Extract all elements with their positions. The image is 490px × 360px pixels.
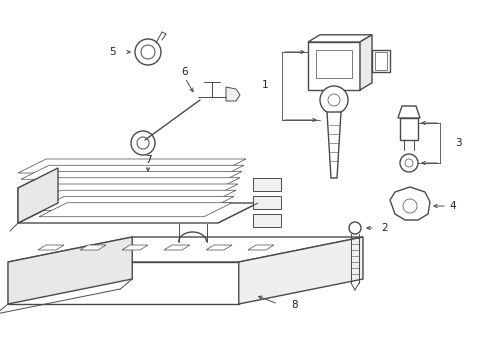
Polygon shape	[8, 262, 239, 304]
Polygon shape	[308, 35, 372, 42]
Bar	[253, 178, 281, 191]
Polygon shape	[327, 112, 341, 178]
Polygon shape	[38, 245, 64, 250]
Circle shape	[135, 39, 161, 65]
Polygon shape	[30, 184, 238, 198]
Circle shape	[405, 159, 413, 167]
Text: 5: 5	[109, 47, 115, 57]
Bar	[372, 50, 390, 72]
Text: 4: 4	[450, 201, 456, 211]
Circle shape	[403, 199, 417, 213]
Text: 2: 2	[382, 223, 388, 233]
Polygon shape	[18, 168, 58, 223]
Polygon shape	[27, 178, 240, 192]
Text: 3: 3	[455, 138, 461, 148]
Text: 8: 8	[292, 300, 298, 310]
Circle shape	[328, 94, 340, 106]
Bar	[400, 118, 418, 140]
Bar	[253, 196, 281, 209]
Circle shape	[400, 154, 418, 172]
Polygon shape	[122, 245, 148, 250]
Circle shape	[349, 222, 361, 234]
Polygon shape	[226, 87, 240, 101]
Polygon shape	[248, 245, 274, 250]
Polygon shape	[18, 159, 246, 173]
Polygon shape	[206, 245, 232, 250]
Polygon shape	[21, 165, 244, 179]
Polygon shape	[8, 237, 132, 304]
Circle shape	[131, 131, 155, 155]
Circle shape	[320, 86, 348, 114]
Polygon shape	[390, 187, 430, 220]
Polygon shape	[398, 106, 420, 118]
Polygon shape	[39, 203, 232, 217]
Polygon shape	[36, 197, 234, 211]
Bar	[375, 52, 387, 70]
Polygon shape	[164, 245, 190, 250]
Text: 7: 7	[145, 155, 151, 165]
Text: 1: 1	[262, 80, 269, 90]
Polygon shape	[33, 190, 236, 204]
Polygon shape	[8, 237, 363, 262]
Polygon shape	[18, 168, 58, 223]
Bar	[253, 214, 281, 227]
Bar	[316, 50, 352, 78]
Polygon shape	[239, 237, 363, 304]
Bar	[308, 42, 360, 90]
Polygon shape	[360, 35, 372, 90]
Text: 6: 6	[182, 67, 188, 77]
Circle shape	[137, 137, 149, 149]
Circle shape	[141, 45, 155, 59]
Polygon shape	[18, 203, 258, 223]
Polygon shape	[24, 171, 242, 185]
Polygon shape	[80, 245, 106, 250]
